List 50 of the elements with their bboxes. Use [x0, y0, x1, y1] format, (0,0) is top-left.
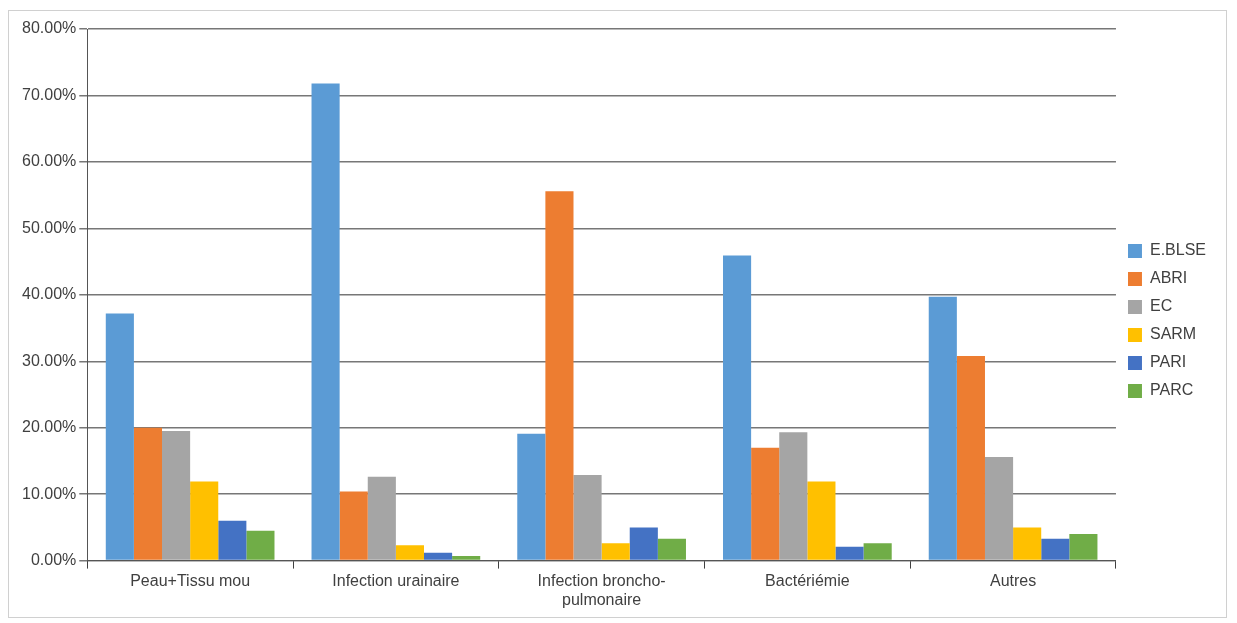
x-tick-label: Bactériémie [765, 571, 850, 589]
legend-label: E.BLSE [1149, 241, 1206, 259]
bar [367, 476, 396, 560]
bar [1069, 534, 1098, 560]
bar [105, 313, 134, 560]
bar [956, 355, 985, 560]
y-tick-label: 30.00% [22, 351, 77, 369]
y-tick-label: 60.00% [22, 152, 77, 170]
legend-label: SARM [1149, 325, 1197, 343]
bar [573, 474, 602, 560]
y-tick-label: 20.00% [22, 418, 77, 436]
y-tick-label: 40.00% [22, 285, 77, 303]
legend-label: PARI [1149, 353, 1187, 371]
bar [751, 447, 780, 560]
bar [517, 433, 546, 560]
x-tick-label: Infection broncho-pulmonaire [537, 571, 666, 608]
bar [133, 427, 163, 560]
x-tick-label: Infection urainaire [332, 571, 460, 589]
bar [246, 530, 275, 560]
bar [162, 431, 191, 560]
bar [545, 191, 574, 560]
bar [423, 552, 453, 560]
legend-label: ABRI [1149, 269, 1188, 287]
y-tick-label: 50.00% [22, 218, 77, 236]
x-tick-label: Peau+Tissu mou [130, 571, 251, 589]
bar [452, 555, 481, 560]
bar [984, 456, 1014, 560]
legend-label: PARC [1149, 381, 1194, 399]
bar [657, 538, 686, 560]
bar [1013, 527, 1042, 560]
bar [779, 432, 808, 560]
bar [928, 296, 957, 560]
bar [339, 491, 368, 560]
y-tick-label: 10.00% [22, 484, 77, 502]
bar [311, 83, 340, 560]
bar [190, 481, 219, 560]
bar [807, 481, 836, 560]
bar [1041, 538, 1070, 560]
y-tick-label: 0.00% [30, 551, 77, 569]
legend-label: EC [1149, 297, 1173, 315]
y-tick-label: 70.00% [22, 85, 77, 103]
bar [629, 527, 658, 560]
bar [723, 255, 752, 560]
bar [835, 546, 864, 560]
bar [218, 520, 247, 560]
bar [863, 543, 892, 560]
x-tick-label: Autres [989, 571, 1037, 589]
y-tick-label: 80.00% [22, 19, 77, 37]
bar [601, 543, 630, 560]
bar [395, 545, 424, 560]
